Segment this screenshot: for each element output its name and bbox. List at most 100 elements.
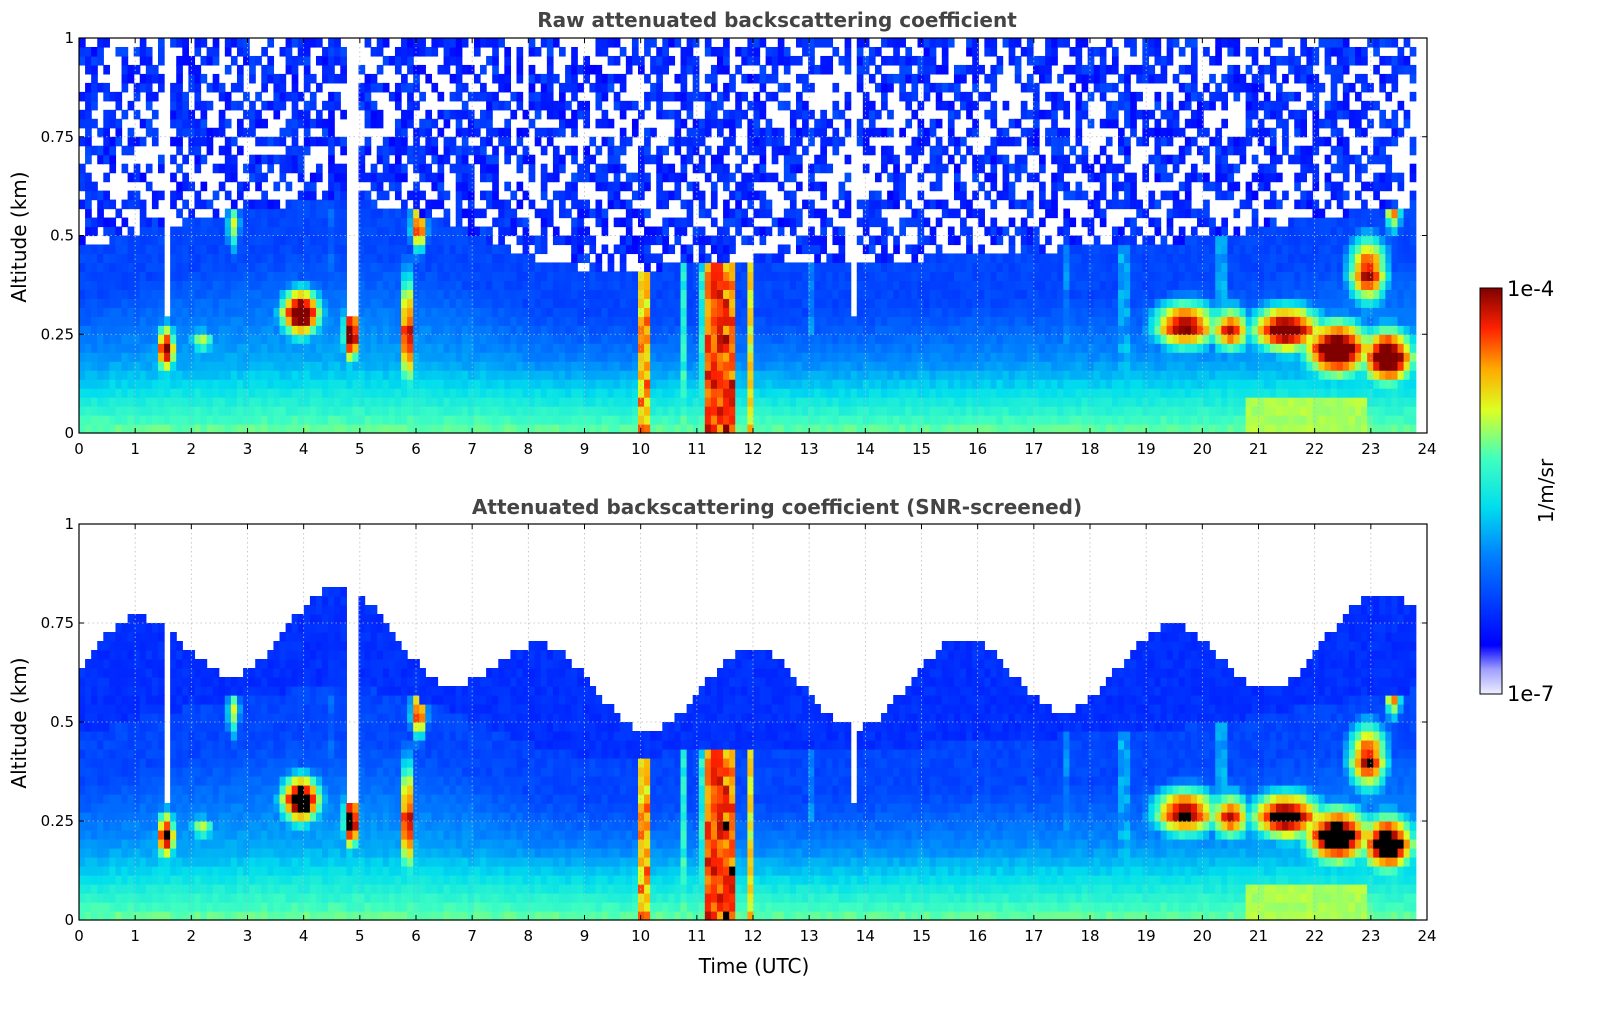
heatmap-cell [826,397,834,407]
heatmap-cell [309,226,317,237]
heatmap-cell [322,64,329,75]
heatmap-cell [613,172,621,183]
heatmap-cell [279,298,287,308]
heatmap-cell [85,298,92,308]
heatmap-cell [644,397,651,407]
heatmap-cell [455,145,463,156]
heatmap-cell [358,172,366,183]
heatmap-cell [133,172,141,183]
heatmap-cell [583,253,591,264]
heatmap-cell [565,352,572,362]
heatmap-cell [820,109,827,120]
heatmap-cell [370,280,378,290]
heatmap-cell [856,235,864,246]
heatmap-cell [473,298,481,308]
heatmap-cell [656,100,663,111]
heatmap-cell [79,235,86,246]
heatmap-cell [534,298,542,308]
heatmap-cell [868,145,876,156]
heatmap-cell [941,289,949,299]
heatmap-cell [710,190,718,201]
heatmap-cell [881,361,888,371]
heatmap-cell [674,271,682,281]
heatmap-cell [170,38,177,48]
heatmap-cell [789,361,797,371]
heatmap-cell [650,352,657,362]
heatmap-cell [960,307,967,317]
heatmap-cell [680,271,688,281]
heatmap-cell [960,298,967,308]
heatmap-cell [601,361,609,371]
heatmap-cell [85,154,92,165]
heatmap-cell [79,91,86,102]
heatmap-cell [795,397,803,407]
heatmap-cell [382,163,390,174]
heatmap-cell [157,325,165,335]
heatmap-cell [85,46,92,57]
heatmap-cell [759,316,767,326]
heatmap-cell [607,154,615,165]
heatmap-cell [376,226,384,237]
heatmap-cell [862,226,870,237]
heatmap-cell [382,262,390,273]
heatmap-cell [492,172,499,183]
heatmap-cell [953,253,961,264]
heatmap-cell [486,38,493,48]
heatmap-cell [972,100,979,111]
heatmap-cell [911,388,919,398]
heatmap-cell [443,208,451,219]
heatmap-cell [85,190,92,201]
heatmap-cell [862,217,870,228]
heatmap-cell [619,136,627,147]
heatmap-cell [528,352,536,362]
heatmap-cell [157,352,165,362]
heatmap-cell [868,244,876,255]
heatmap-cell [990,316,998,326]
heatmap-cell [607,136,615,147]
heatmap-cell [461,271,469,281]
heatmap-cell [960,217,967,228]
heatmap-cell [419,226,426,237]
heatmap-cell [139,217,147,228]
heatmap-cell [710,262,718,273]
heatmap-cell [467,298,475,308]
heatmap-cell [394,55,402,66]
heatmap-cell [723,109,730,120]
heatmap-cell [534,271,542,281]
heatmap-cell [887,325,894,335]
heatmap-cell [887,55,894,66]
heatmap-cell [407,217,414,228]
heatmap-cell [771,289,779,299]
heatmap-cell [601,289,609,299]
heatmap-cell [279,253,287,264]
heatmap-cell [941,253,949,264]
heatmap-cell [133,298,141,308]
heatmap-cell [601,271,609,281]
heatmap-cell [528,397,536,407]
heatmap-cell [923,397,931,407]
heatmap-cell [145,388,153,398]
heatmap-cell [625,379,633,389]
heatmap-cell [413,199,420,210]
heatmap-cell [935,370,943,380]
heatmap-cell [960,100,967,111]
heatmap-cell [364,271,372,281]
heatmap-cell [552,226,560,237]
heatmap-cell [291,298,299,308]
heatmap-cell [157,379,165,389]
heatmap-cell [480,424,487,434]
heatmap-cell [771,397,779,407]
heatmap-cell [309,361,317,371]
heatmap-cell [249,253,256,264]
heatmap-cell [844,154,852,165]
heatmap-cell [619,253,627,264]
heatmap-cell [966,325,973,335]
heatmap-cell [273,298,281,308]
heatmap-cell [595,352,603,362]
heatmap-cell [504,46,512,57]
heatmap-cell [249,262,256,273]
heatmap-cell [674,38,682,48]
heatmap-cell [662,190,669,201]
raw-backscatter-panel: Raw attenuated backscattering coefficien… [7,8,1437,458]
heatmap-cell [759,352,767,362]
